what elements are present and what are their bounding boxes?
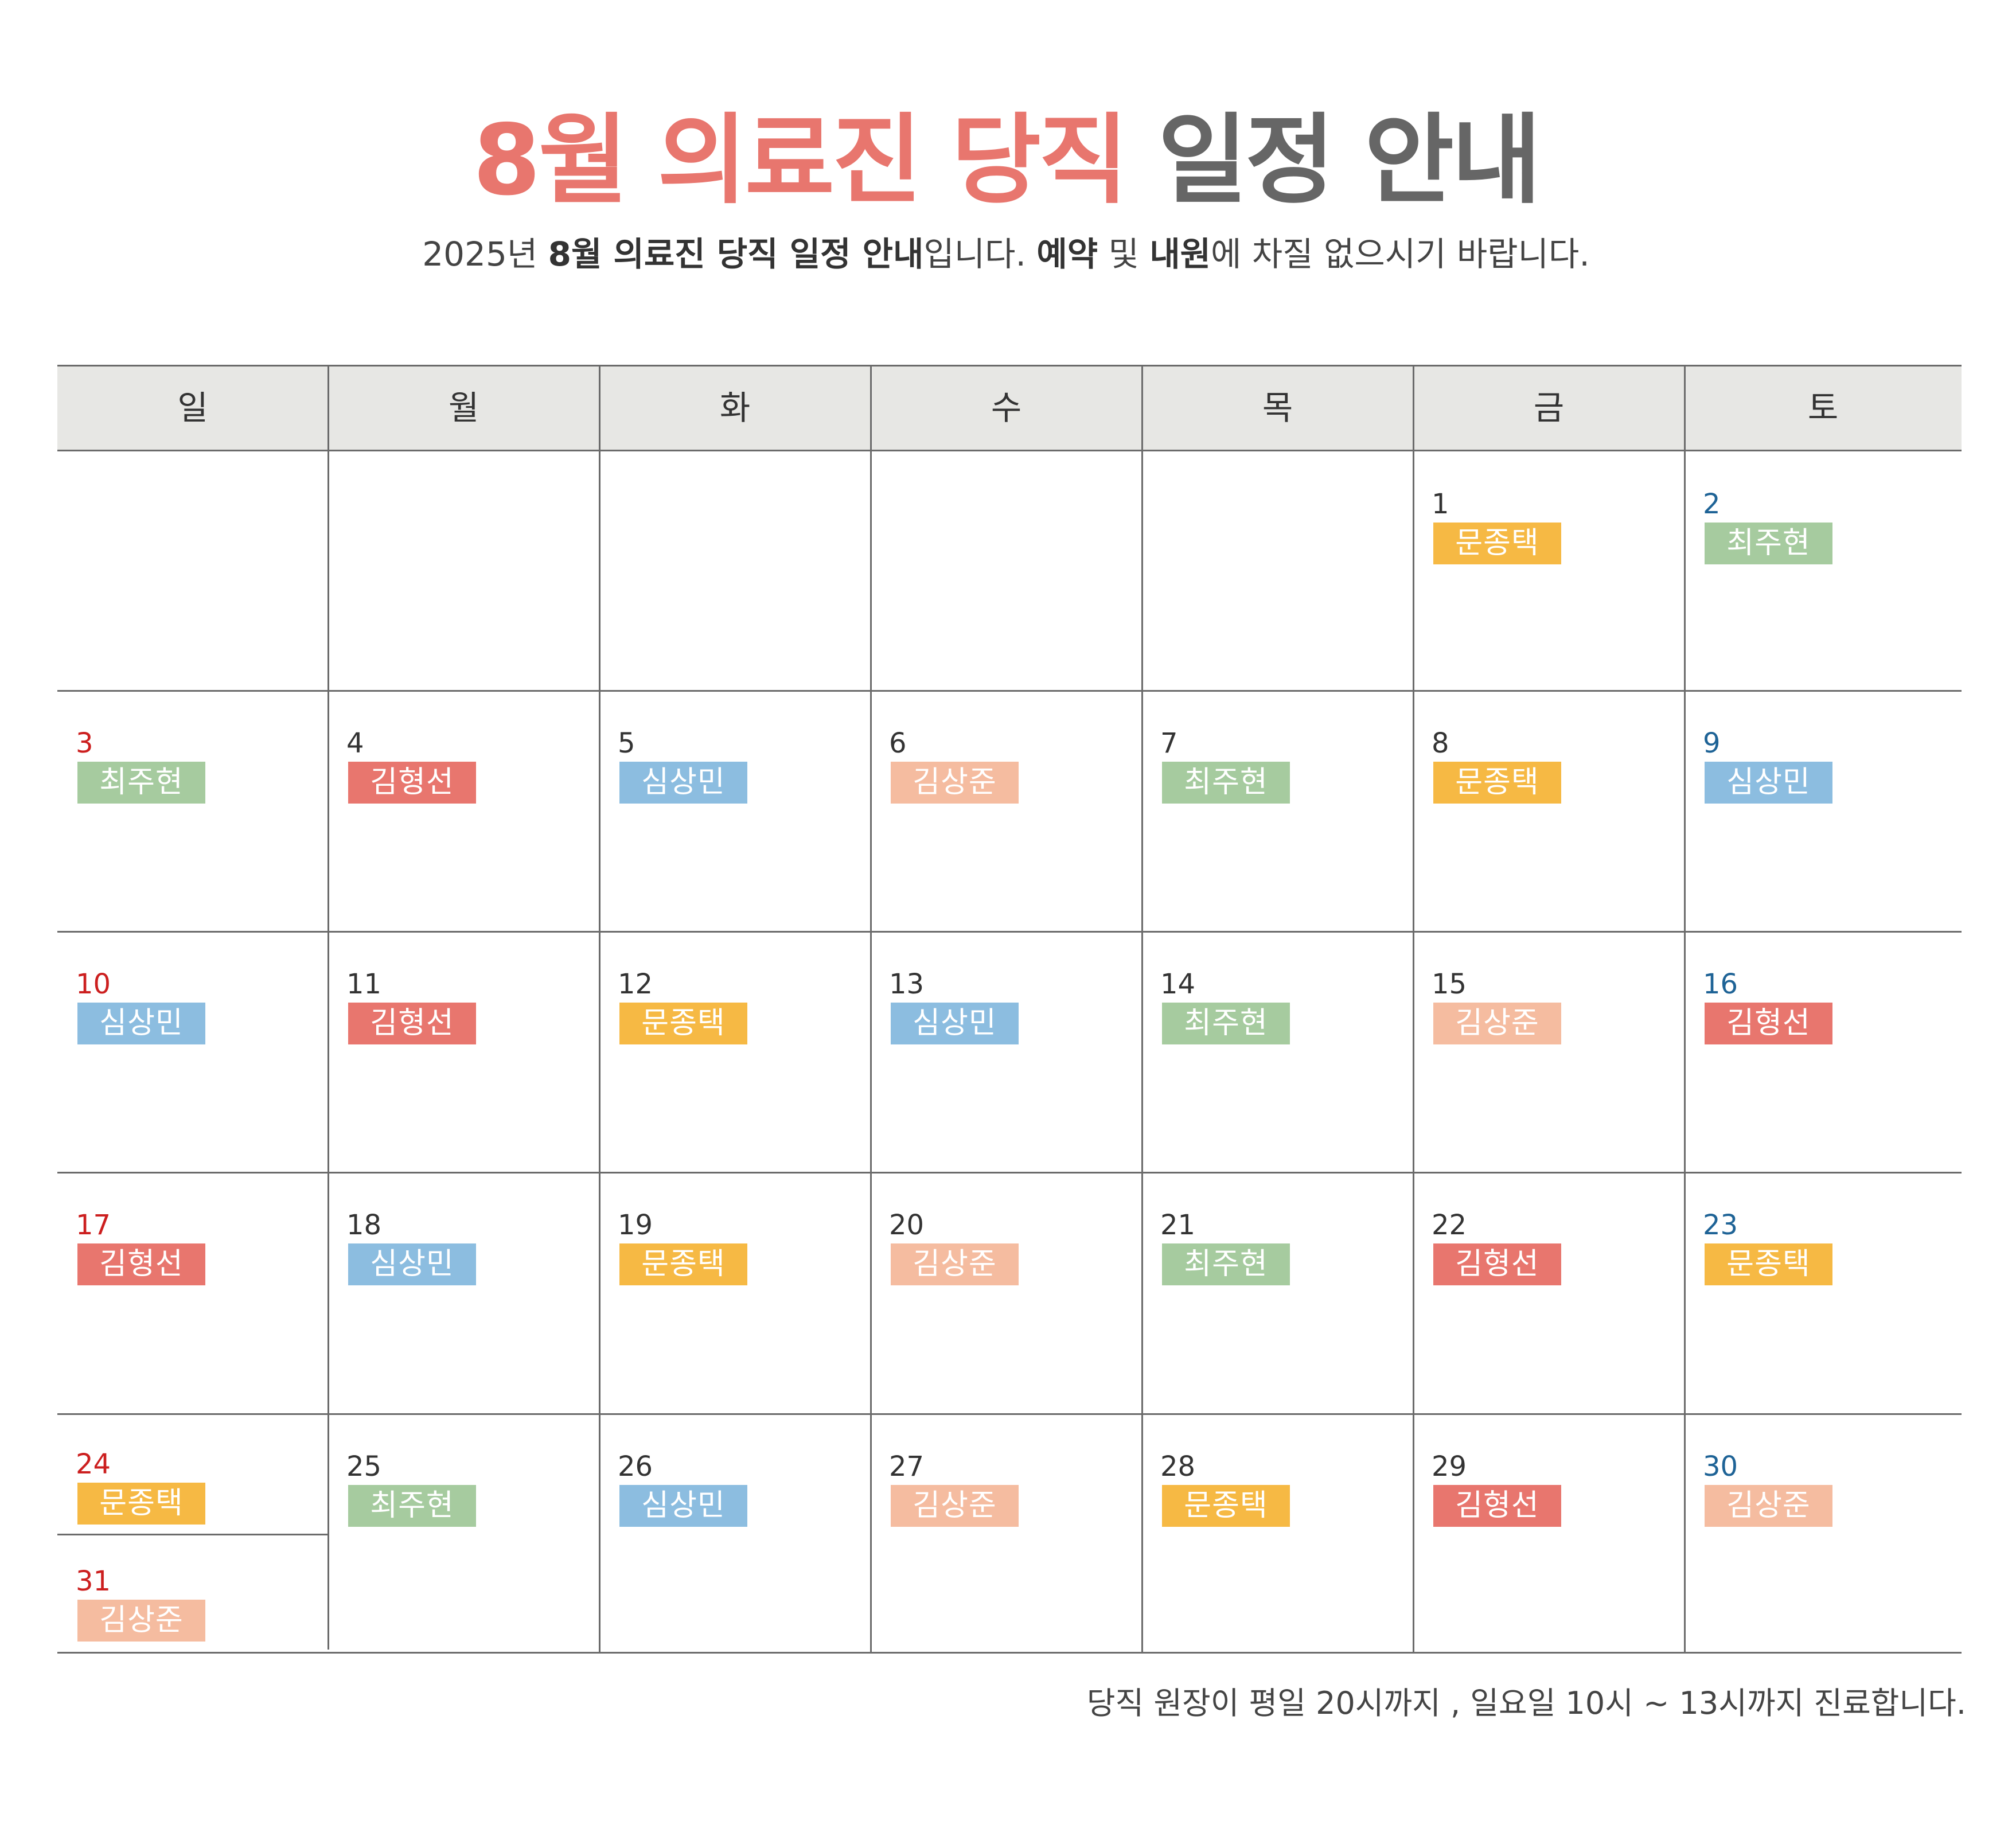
day-number: 6: [889, 727, 907, 759]
doctor-tag: 김형선: [348, 1003, 476, 1044]
day-number: 4: [346, 727, 364, 759]
subtitle-part: 및: [1098, 235, 1150, 274]
weekday-mon: 월: [448, 388, 479, 427]
weekday-wed: 수: [991, 388, 1022, 427]
doctor-tag: 문종택: [1433, 762, 1561, 804]
doctor-tag: 심상민: [348, 1243, 476, 1285]
day-number: 18: [346, 1209, 382, 1241]
day-number: 26: [618, 1451, 653, 1483]
grid-row-divider: [57, 1172, 1962, 1173]
day-number: 15: [1432, 968, 1467, 1000]
title-highlight: 8월 의료진 당직: [473, 104, 1128, 217]
doctor-tag: 문종택: [1162, 1485, 1290, 1527]
page-title: 8월 의료진 당직 일정 안내: [0, 103, 2012, 218]
day-number: 8: [1432, 727, 1449, 759]
weekday-fri: 금: [1533, 388, 1565, 427]
day-number: 3: [76, 727, 93, 759]
doctor-tag: 최주현: [1162, 1243, 1290, 1285]
day-number: 13: [889, 968, 925, 1000]
weekday-thu: 목: [1262, 388, 1293, 427]
day-number: 29: [1432, 1451, 1467, 1483]
doctor-tag: 김상준: [1705, 1485, 1832, 1527]
doctor-tag: 문종택: [1433, 523, 1561, 564]
subtitle: 2025년 8월 의료진 당직 일정 안내입니다. 예약 및 내원에 차질 없으…: [0, 228, 2012, 280]
day-number: 28: [1160, 1451, 1196, 1483]
grid-column-divider: [870, 367, 872, 1654]
doctor-tag: 문종택: [619, 1243, 747, 1285]
footer-note: 당직 원장이 평일 20시까지 , 일요일 10시 ~ 13시까지 진료합니다.: [1086, 1685, 1966, 1721]
grid-column-divider: [1413, 367, 1414, 1654]
day-number: 30: [1703, 1451, 1738, 1483]
doctor-tag: 심상민: [891, 1003, 1019, 1044]
day-number: 7: [1160, 727, 1178, 759]
subtitle-bold: 예약: [1036, 235, 1098, 274]
day-number: 20: [889, 1209, 925, 1241]
day-number: 1: [1432, 488, 1449, 520]
day-number: 23: [1703, 1209, 1738, 1241]
doctor-tag: 김상준: [1433, 1003, 1561, 1044]
day-number: 19: [618, 1209, 653, 1241]
grid-column-divider: [1141, 367, 1143, 1654]
doctor-tag: 심상민: [619, 1485, 747, 1527]
day-number: 9: [1703, 727, 1721, 759]
doctor-tag: 김상준: [891, 762, 1019, 804]
day-number: 25: [346, 1451, 382, 1483]
doctor-tag: 문종택: [619, 1003, 747, 1044]
day-number: 27: [889, 1451, 925, 1483]
doctor-tag: 최주현: [77, 762, 205, 804]
doctor-tag: 김상준: [77, 1600, 205, 1642]
day-number: 2: [1703, 488, 1721, 520]
doctor-tag: 최주현: [348, 1485, 476, 1527]
doctor-tag: 문종택: [1705, 1243, 1832, 1285]
doctor-tag: 심상민: [77, 1003, 205, 1044]
doctor-tag: 김형선: [1433, 1485, 1561, 1527]
subtitle-part: 에 차질 없으시기 바랍니다.: [1211, 235, 1590, 274]
weekday-sun: 일: [177, 388, 208, 427]
day-number: 10: [76, 968, 111, 1000]
doctor-tag: 심상민: [619, 762, 747, 804]
doctor-tag: 최주현: [1162, 762, 1290, 804]
doctor-tag: 김상준: [891, 1485, 1019, 1527]
day-number: 31: [76, 1565, 111, 1597]
doctor-tag: 김상준: [891, 1243, 1019, 1285]
day-number: 12: [618, 968, 653, 1000]
day-number: 14: [1160, 968, 1196, 1000]
grid-row-divider: [57, 1413, 1962, 1415]
grid-column-divider: [1684, 367, 1686, 1654]
doctor-tag: 문종택: [77, 1483, 205, 1525]
subtitle-bold: 내원: [1149, 235, 1211, 274]
weekday-sat: 토: [1807, 388, 1839, 427]
split-cell-divider: [57, 1534, 328, 1535]
day-number: 17: [76, 1209, 111, 1241]
doctor-tag: 심상민: [1705, 762, 1832, 804]
grid-row-divider: [57, 690, 1962, 692]
doctor-tag: 최주현: [1162, 1003, 1290, 1044]
doctor-tag: 김형선: [348, 762, 476, 804]
doctor-tag: 김형선: [1433, 1243, 1561, 1285]
subtitle-part: 입니다.: [923, 235, 1037, 274]
day-number: 16: [1703, 968, 1738, 1000]
weekday-tue: 화: [719, 388, 751, 427]
day-number: 11: [346, 968, 382, 1000]
doctor-tag: 김형선: [77, 1243, 205, 1285]
day-number: 5: [618, 727, 635, 759]
day-number: 22: [1432, 1209, 1467, 1241]
subtitle-bold: 8월 의료진 당직 일정 안내: [548, 235, 924, 274]
doctor-tag: 김형선: [1705, 1003, 1832, 1044]
day-number: 24: [76, 1448, 111, 1480]
title-rest: 일정 안내: [1157, 104, 1542, 217]
grid-column-divider: [599, 367, 601, 1654]
day-number: 21: [1160, 1209, 1196, 1241]
grid-column-divider: [327, 367, 329, 1650]
subtitle-part: 2025년: [422, 235, 548, 274]
grid-row-divider: [57, 931, 1962, 933]
doctor-tag: 최주현: [1705, 523, 1832, 564]
